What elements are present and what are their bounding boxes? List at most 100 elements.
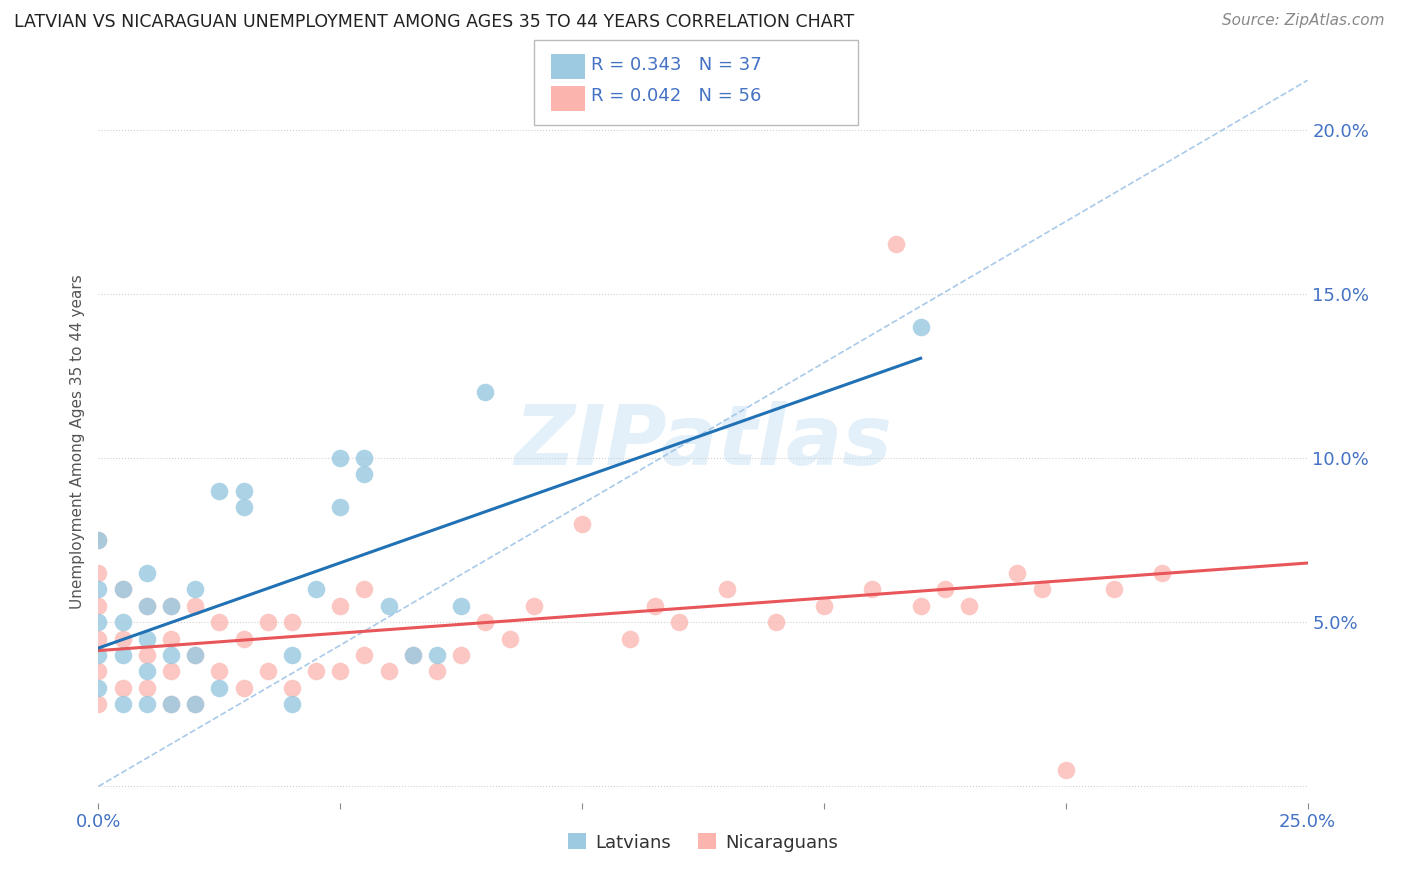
Point: [910, 599, 932, 613]
Point: [87, 648, 110, 662]
Point: [87, 698, 110, 712]
Point: [329, 665, 352, 679]
Point: [111, 632, 134, 646]
Point: [353, 648, 375, 662]
Point: [619, 632, 641, 646]
Point: [474, 615, 496, 630]
Point: [135, 665, 157, 679]
Point: [208, 483, 231, 498]
Point: [377, 599, 399, 613]
Y-axis label: Unemployment Among Ages 35 to 44 years: Unemployment Among Ages 35 to 44 years: [69, 274, 84, 609]
Point: [329, 599, 352, 613]
Point: [765, 615, 787, 630]
Point: [184, 648, 207, 662]
Text: Source: ZipAtlas.com: Source: ZipAtlas.com: [1222, 13, 1385, 29]
Point: [208, 681, 231, 695]
Point: [426, 665, 449, 679]
Point: [934, 582, 956, 597]
Point: [305, 582, 328, 597]
Point: [353, 467, 375, 482]
Point: [256, 665, 278, 679]
Point: [160, 632, 183, 646]
Point: [184, 698, 207, 712]
Point: [111, 582, 134, 597]
Point: [1031, 582, 1053, 597]
Point: [232, 632, 254, 646]
Point: [353, 582, 375, 597]
Point: [184, 648, 207, 662]
Point: [1102, 582, 1125, 597]
Point: [135, 599, 157, 613]
Point: [87, 665, 110, 679]
Point: [160, 698, 183, 712]
Point: [450, 599, 472, 613]
Text: LATVIAN VS NICARAGUAN UNEMPLOYMENT AMONG AGES 35 TO 44 YEARS CORRELATION CHART: LATVIAN VS NICARAGUAN UNEMPLOYMENT AMONG…: [14, 13, 855, 31]
Point: [1007, 566, 1029, 580]
Point: [571, 516, 593, 531]
Point: [87, 582, 110, 597]
Point: [135, 599, 157, 613]
Point: [160, 665, 183, 679]
Text: R = 0.042   N = 56: R = 0.042 N = 56: [591, 87, 761, 105]
Point: [111, 648, 134, 662]
Point: [87, 566, 110, 580]
Point: [135, 648, 157, 662]
Point: [135, 632, 157, 646]
Point: [184, 599, 207, 613]
Point: [450, 648, 472, 662]
Point: [813, 599, 835, 613]
Point: [402, 648, 425, 662]
Point: [716, 582, 738, 597]
Point: [208, 615, 231, 630]
Point: [860, 582, 883, 597]
Point: [87, 599, 110, 613]
Point: [111, 615, 134, 630]
Point: [232, 681, 254, 695]
Point: [87, 533, 110, 547]
Point: [402, 648, 425, 662]
Point: [87, 681, 110, 695]
Point: [1054, 763, 1077, 777]
Point: [377, 665, 399, 679]
Point: [329, 450, 352, 465]
Point: [523, 599, 546, 613]
Point: [135, 698, 157, 712]
Legend: Latvians, Nicaraguans: Latvians, Nicaraguans: [561, 826, 845, 859]
Point: [111, 698, 134, 712]
Point: [160, 648, 183, 662]
Point: [87, 615, 110, 630]
Point: [474, 385, 496, 400]
Point: [135, 681, 157, 695]
Point: [232, 483, 254, 498]
Point: [184, 582, 207, 597]
Point: [353, 450, 375, 465]
Point: [111, 681, 134, 695]
Point: [87, 533, 110, 547]
Point: [87, 632, 110, 646]
Point: [281, 648, 304, 662]
Point: [208, 665, 231, 679]
Point: [184, 698, 207, 712]
Point: [135, 566, 157, 580]
Point: [232, 500, 254, 515]
Point: [111, 582, 134, 597]
Point: [281, 698, 304, 712]
Point: [329, 500, 352, 515]
Point: [160, 698, 183, 712]
Point: [426, 648, 449, 662]
Point: [1152, 566, 1174, 580]
Point: [160, 599, 183, 613]
Point: [160, 599, 183, 613]
Point: [256, 615, 278, 630]
Point: [668, 615, 690, 630]
Point: [910, 319, 932, 334]
Point: [498, 632, 520, 646]
Text: R = 0.343   N = 37: R = 0.343 N = 37: [591, 56, 761, 74]
Point: [281, 615, 304, 630]
Point: [281, 681, 304, 695]
Point: [957, 599, 980, 613]
Point: [886, 237, 908, 252]
Point: [305, 665, 328, 679]
Text: ZIPatlas: ZIPatlas: [515, 401, 891, 482]
Point: [644, 599, 666, 613]
